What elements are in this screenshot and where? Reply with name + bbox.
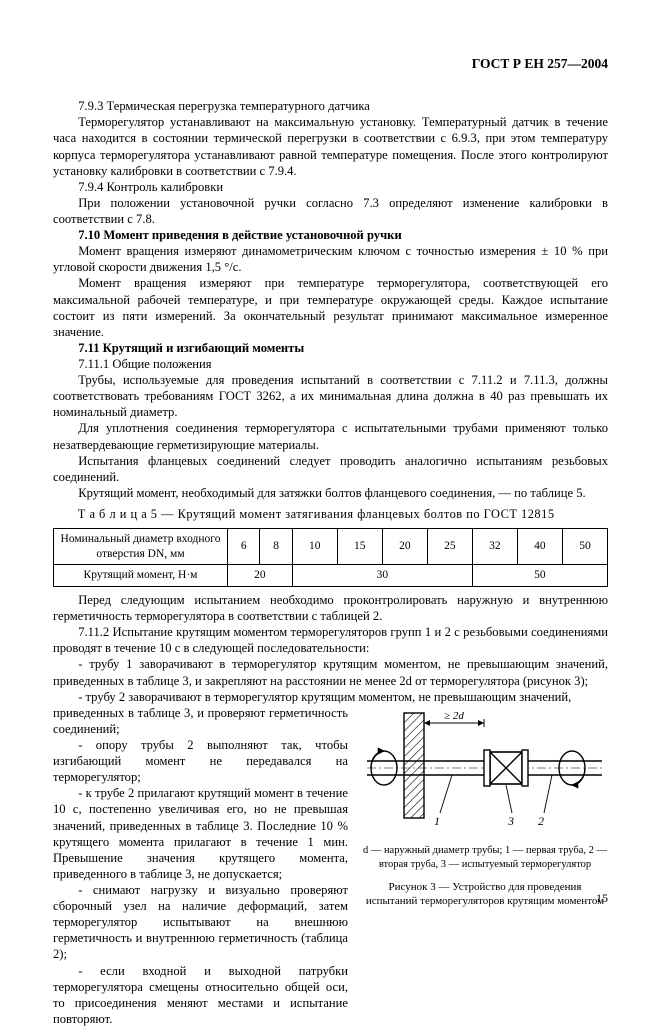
left-para-1: приведенных в таблице 3, и проверяют гер… (53, 705, 348, 737)
table-5: Номинальный диаметр входного отверстия D… (53, 528, 608, 587)
table-cell: 20 (382, 528, 427, 564)
figure-3-svg: ≥ 2d 1 3 2 (362, 705, 608, 840)
left-para-5: - если входной и выходной патрубки термо… (53, 963, 348, 1027)
left-para-4: - снимают нагрузку и визуально проверяют… (53, 882, 348, 963)
table5-header-torque: Крутящий момент, Н·м (54, 565, 228, 587)
section-7-9-3-title: 7.9.3 Термическая перегрузка температурн… (53, 98, 608, 114)
left-para-3: - к трубе 2 прилагают крутящий момент в … (53, 785, 348, 882)
table-cell: 50 (472, 565, 607, 587)
figure-legend: d — наружный диаметр трубы; 1 — первая т… (363, 845, 607, 870)
table5-header-dn: Номинальный диаметр входного отверстия D… (54, 528, 228, 564)
table-cell: 8 (260, 528, 292, 564)
document-page: ГОСТ Р ЕН 257—2004 7.9.3 Термическая пер… (0, 0, 661, 936)
left-column: приведенных в таблице 3, и проверяют гер… (53, 705, 348, 1027)
section-7-9-4-title: 7.9.4 Контроль калибровки (53, 179, 608, 195)
para-7-11-1-a: Трубы, используемые для проведения испыт… (53, 372, 608, 420)
label-2: 2 (538, 814, 544, 828)
section-7-11-1-title: 7.11.1 Общие положения (53, 356, 608, 372)
page-header: ГОСТ Р ЕН 257—2004 (53, 55, 608, 72)
table-cell: 32 (472, 528, 517, 564)
para-7-11-1-b: Для уплотнения соединения терморегулятор… (53, 420, 608, 452)
heading-7-11: 7.11 Крутящий и изгибающий моменты (53, 340, 608, 356)
table-cell: 15 (337, 528, 382, 564)
figure-column: ≥ 2d 1 3 2 d — наружный диаметр трубы; 1… (362, 705, 608, 1027)
table-cell: 20 (228, 565, 293, 587)
para-7-10-1: Момент вращения измеряют динамометрическ… (53, 243, 608, 275)
section-7-9-4-body: При положении установочной ручки согласн… (53, 195, 608, 227)
table-cell: 10 (292, 528, 337, 564)
table-cell: 50 (562, 528, 607, 564)
para-7-11-2-b: - трубу 1 заворачивают в терморегулятор … (53, 656, 608, 688)
page-number: 15 (596, 891, 608, 906)
figure-caption: Рисунок 3 — Устройство для проведения ис… (362, 881, 608, 909)
svg-text:≥ 2d: ≥ 2d (444, 710, 464, 722)
table-cell: 25 (427, 528, 472, 564)
table-row: Номинальный диаметр входного отверстия D… (54, 528, 608, 564)
label-3: 3 (507, 814, 514, 828)
dimension-2d: ≥ 2d (424, 710, 484, 727)
heading-7-10: 7.10 Момент приведения в действие устано… (53, 227, 608, 243)
regulator-icon (484, 750, 528, 786)
para-7-11-1-d: Крутящий момент, необходимый для затяжки… (53, 485, 608, 501)
table-row: Крутящий момент, Н·м 20 30 50 (54, 565, 608, 587)
para-7-11-2-c: - трубу 2 заворачивают в терморегулятор … (53, 689, 608, 705)
table-cell: 6 (228, 528, 260, 564)
para-7-11-2-a: 7.11.2 Испытание крутящим моментом термо… (53, 624, 608, 656)
table5-caption: Т а б л и ц а 5 — Крутящий момент затяги… (53, 507, 608, 523)
table-cell: 30 (292, 565, 472, 587)
para-7-11-1-c: Испытания фланцевых соединений следует п… (53, 453, 608, 485)
para-7-10-2: Момент вращения измеряют при температуре… (53, 275, 608, 339)
after-table-para: Перед следующим испытанием необходимо пр… (53, 592, 608, 624)
section-7-9-3-body: Терморегулятор устанавливают на максимал… (53, 114, 608, 178)
left-para-2: - опору трубы 2 выполняют так, чтобы изг… (53, 737, 348, 785)
table-cell: 40 (517, 528, 562, 564)
label-1: 1 (434, 814, 440, 828)
